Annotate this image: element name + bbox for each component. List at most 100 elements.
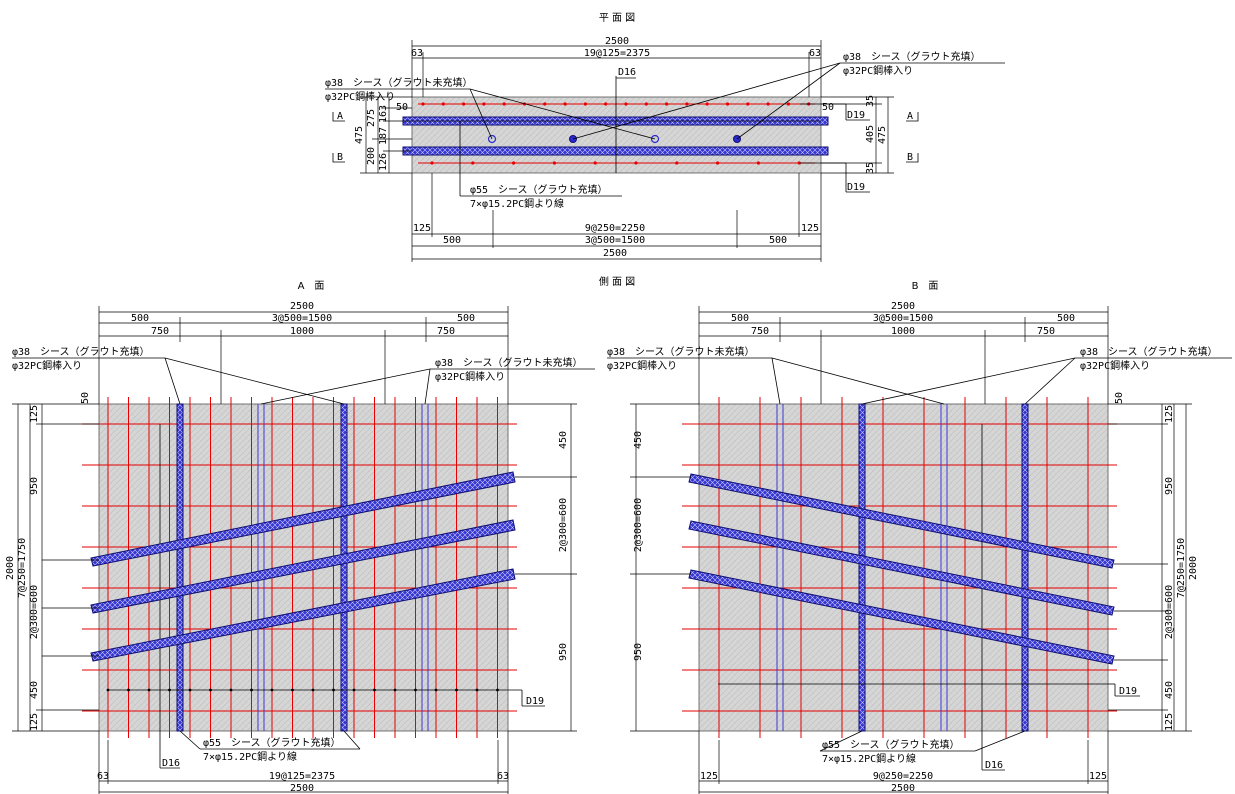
face-b-dim-bot-125r: 125: [1089, 771, 1107, 782]
face-b-label-d16: D16: [985, 760, 1003, 771]
face-a-dim-small-50: 50: [80, 392, 91, 404]
plan-rebar-dots-bottom: [430, 161, 801, 165]
rebar-dot: [441, 102, 445, 106]
rebar-dot: [766, 102, 770, 106]
face-b-label-grouted-2: φ32PC鋼棒入り: [1080, 359, 1150, 372]
rebar-dot: [716, 161, 720, 165]
rebar-dot: [593, 161, 597, 165]
plan-dim-r35a: 35: [865, 95, 876, 107]
plan-dim-l475: 475: [354, 126, 365, 144]
plan-section-a-right: A: [907, 111, 913, 122]
face-b-dim-right-2at300: 2@300=600: [1164, 585, 1175, 639]
rebar-dot: [106, 688, 110, 692]
face-b-dim-top-750l: 750: [751, 326, 769, 337]
face-a-dim-top-500l: 500: [131, 313, 149, 324]
face-a-dim-top-1000: 1000: [290, 326, 314, 337]
face-a-label-strand-2: 7×φ15.2PC鋼より線: [203, 750, 297, 763]
face-a-label-grouted-2: φ32PC鋼棒入り: [12, 359, 82, 372]
rebar-dot: [705, 102, 709, 106]
plan-section-a-left: A: [337, 111, 343, 122]
plan-dim-inner-50-left: 50: [396, 102, 408, 113]
plan-dim-l200: 200: [366, 147, 377, 165]
rebar-dot: [624, 102, 628, 106]
plan-title: 平 面 図: [599, 12, 635, 24]
plan-label-strand-1: φ55 シース（グラウト充填）: [470, 183, 608, 196]
face-b-bottom-dims: [698, 731, 1109, 794]
rebar-dot: [685, 102, 689, 106]
plan-top-dims: 2500 19@125=2375 63 63: [411, 36, 822, 97]
plan-dim-end-right: 63: [809, 48, 821, 59]
plan-section-marks: [332, 112, 919, 163]
rebar-dot: [127, 688, 130, 692]
face-b-dim-right-125b: 125: [1164, 713, 1175, 731]
face-b-label-d19: D19: [1119, 686, 1137, 697]
face-b-strand-3: [688, 569, 1115, 665]
plan-dim-total-top: 2500: [605, 36, 629, 47]
face-b-dim-right-125t: 125: [1164, 405, 1175, 423]
rebar-dot: [725, 102, 730, 106]
face-b-dim-right-450: 450: [1164, 681, 1175, 699]
face-a-dim-right-450: 450: [558, 431, 569, 449]
rebar-dot: [188, 688, 192, 692]
face-b-dim-top-1000: 1000: [891, 326, 915, 337]
plan-dim-r35b: 35: [865, 162, 876, 174]
face-a-strand-3: [90, 568, 516, 662]
rebar-dot: [746, 102, 750, 106]
face-b-left-dims: [630, 403, 699, 732]
face-a-view: A 面: [5, 281, 595, 794]
rebar-dot: [552, 161, 557, 165]
rebar-dot: [786, 102, 791, 106]
plan-dim-mid-1500: 3@500=1500: [585, 235, 645, 246]
plan-sheath-ungrouted-1: [487, 134, 497, 144]
plan-dim-end-b-right: 125: [801, 223, 819, 234]
face-a-bottom-dims: [98, 731, 509, 794]
rebar-dot: [209, 688, 212, 692]
rebar-dot: [352, 688, 356, 692]
face-b-label-grouted-1: φ38 シース（グラウト充填）: [1080, 345, 1218, 358]
face-a-dim-top-750r: 750: [437, 326, 455, 337]
face-b-grouted-sheath-1: [858, 403, 866, 732]
plan-rebar-dots-top: [421, 102, 811, 106]
plan-dim-left-500: 500: [443, 235, 461, 246]
plan-dim-l187: 187: [378, 127, 389, 145]
plan-label-d19a: D19: [847, 110, 865, 121]
plan-view: 平 面 図 2500 19@125=2375 63 63: [325, 12, 1005, 262]
plan-dim-right-500: 500: [769, 235, 787, 246]
face-a-d19-dots: [106, 688, 499, 692]
face-a-dim-bot-63r: 63: [497, 771, 509, 782]
rebar-dot: [756, 161, 761, 165]
plan-label-ungrouted-2: φ32PC鋼棒入り: [325, 90, 395, 103]
face-b-label-ungrouted-2: φ32PC鋼棒入り: [607, 359, 677, 372]
plan-dim-l163: 163: [378, 105, 389, 123]
face-a-dim-top-mid: 3@500=1500: [272, 313, 332, 324]
rebar-dot: [604, 102, 608, 106]
plan-dim-r405: 405: [865, 125, 876, 143]
face-b-dim-left-2at300: 2@300=600: [633, 498, 644, 552]
face-b-label-strand-2: 7×φ15.2PC鋼より線: [822, 752, 916, 765]
face-a-strand-2: [90, 519, 516, 614]
face-b-top-dims: [698, 306, 1109, 404]
rebar-dot: [797, 161, 801, 165]
rebar-dot: [471, 161, 475, 165]
face-b-dim-top-mid: 3@500=1500: [873, 313, 933, 324]
rebar-dot: [502, 102, 506, 106]
face-a-dim-top-750l: 750: [151, 326, 169, 337]
face-a-grouted-sheath-2: [340, 403, 348, 732]
plan-section-b-left: B: [337, 152, 343, 163]
face-b-title: B 面: [912, 281, 939, 292]
face-b-view: B 面 φ38 シース（グラウト未充填: [607, 281, 1232, 794]
face-a-leaders: [12, 357, 595, 769]
rebar-dot: [644, 102, 648, 106]
face-a-dim-right-950: 950: [558, 643, 569, 661]
face-a-title: A 面: [298, 281, 325, 292]
plan-dim-end-left: 63: [411, 48, 423, 59]
face-b-leaders: [607, 357, 1232, 771]
face-b-rebar-grid: [682, 397, 1117, 738]
plan-sheath-ungrouted-2: [650, 134, 660, 144]
face-a-dim-right-2at300: 2@300=600: [558, 498, 569, 552]
rebar-dot: [373, 688, 376, 692]
face-b-dim-small-50: 50: [1114, 392, 1125, 404]
rebar-dot: [675, 161, 679, 165]
rebar-dot: [543, 102, 547, 106]
